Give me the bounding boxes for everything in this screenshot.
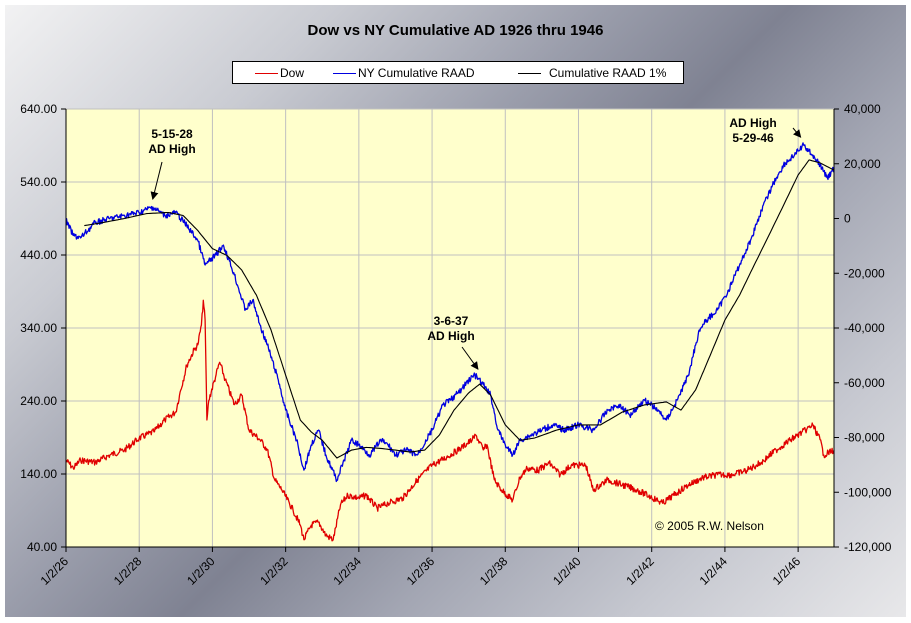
right-axis-tick-label: 20,000 bbox=[844, 157, 881, 171]
right-axis-tick-label: -40,000 bbox=[844, 321, 885, 335]
legend-item-cumulative-raad-1pct: Cumulative RAAD 1% bbox=[518, 66, 666, 80]
x-axis-tick-label: 1/2/46 bbox=[770, 554, 804, 588]
series-line-ny-cumulative-raad bbox=[65, 142, 835, 483]
legend-item-ny-cumulative-raad: NY Cumulative RAAD bbox=[333, 66, 474, 80]
x-axis-tick-label: 1/2/28 bbox=[111, 554, 145, 588]
legend-swatch-dow bbox=[255, 72, 278, 74]
left-axis-tick-label: 40.00 bbox=[27, 540, 57, 554]
x-axis-tick-label: 1/2/36 bbox=[404, 554, 438, 588]
left-axis-tick-label: 240.00 bbox=[20, 394, 57, 408]
legend: Dow NY Cumulative RAAD Cumulative RAAD 1… bbox=[232, 61, 684, 84]
series-line-cumulative-raad-1 bbox=[84, 159, 835, 459]
legend-swatch-cumulative-raad-1pct bbox=[518, 72, 541, 74]
x-axis-tick-label: 1/2/26 bbox=[38, 554, 72, 588]
legend-item-dow: Dow bbox=[255, 66, 304, 80]
legend-label-cumulative-raad-1pct: Cumulative RAAD 1% bbox=[549, 66, 667, 80]
legend-swatch-ny-cumulative-raad bbox=[333, 72, 356, 74]
legend-label-ny-cumulative-raad: NY Cumulative RAAD bbox=[358, 66, 475, 80]
series-group bbox=[65, 142, 835, 542]
x-axis-tick-label: 1/2/44 bbox=[697, 554, 731, 588]
annotation-text: 5-15-28 bbox=[151, 127, 193, 141]
annotation-text: 5-29-46 bbox=[732, 131, 774, 145]
legend-label-dow: Dow bbox=[280, 66, 305, 80]
left-axis-tick-label: 340.00 bbox=[20, 321, 57, 335]
annotation-text: AD High bbox=[729, 116, 776, 130]
x-axis-tick-label: 1/2/40 bbox=[550, 554, 584, 588]
right-axis-tick-label: -60,000 bbox=[844, 376, 885, 390]
annotation-text: 3-6-37 bbox=[434, 314, 469, 328]
annotation-text: AD High bbox=[148, 142, 195, 156]
right-axis-tick-label: -100,000 bbox=[844, 485, 892, 499]
annotation-arrow bbox=[792, 127, 802, 138]
right-axis-tick-label: 40,000 bbox=[844, 102, 881, 116]
right-axis-tick-label: -120,000 bbox=[844, 540, 892, 554]
right-axis-tick-label: -80,000 bbox=[844, 431, 885, 445]
x-axis-tick-label: 1/2/38 bbox=[477, 554, 511, 588]
annotation-arrow bbox=[461, 346, 479, 370]
left-axis-tick-label: 140.00 bbox=[20, 467, 57, 481]
left-axis-tick-label: 540.00 bbox=[20, 175, 57, 189]
x-axis-tick-label: 1/2/30 bbox=[184, 554, 218, 588]
x-axis-tick-label: 1/2/42 bbox=[623, 554, 657, 588]
right-axis-tick-label: 0 bbox=[844, 212, 851, 226]
series-line-dow bbox=[65, 299, 835, 542]
annotation-text: AD High bbox=[427, 329, 474, 343]
annotation-arrow bbox=[150, 161, 163, 200]
x-axis-tick-label: 1/2/32 bbox=[257, 554, 291, 588]
right-axis-tick-label: -20,000 bbox=[844, 266, 885, 280]
chart-title: Dow vs NY Cumulative AD 1926 thru 1946 bbox=[307, 22, 604, 39]
copyright-text: © 2005 R.W. Nelson bbox=[655, 519, 764, 533]
left-axis-tick-label: 640.00 bbox=[20, 102, 57, 116]
left-axis-tick-label: 440.00 bbox=[20, 248, 57, 262]
x-axis-tick-label: 1/2/34 bbox=[330, 554, 364, 588]
